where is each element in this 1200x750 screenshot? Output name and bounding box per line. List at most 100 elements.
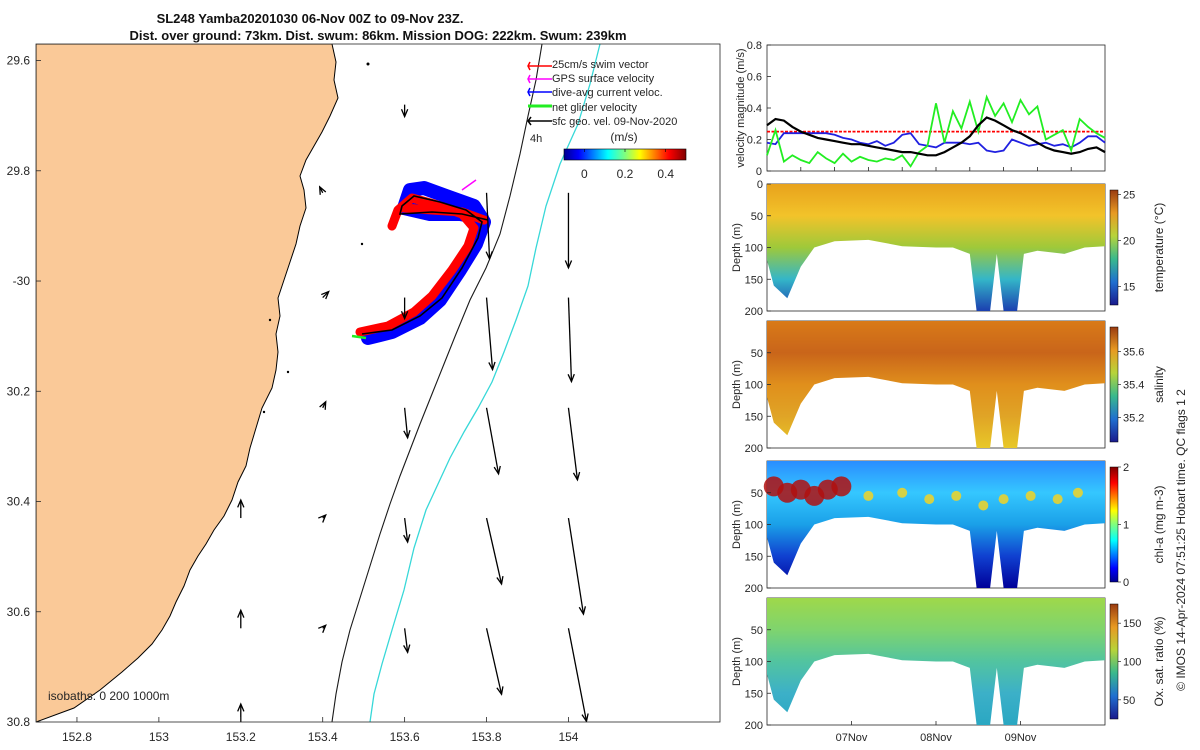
section-y-tick-label: 200 xyxy=(745,443,763,455)
legend-arrowhead xyxy=(527,61,531,71)
section-colorbar-tick-label: 0 xyxy=(1123,577,1129,589)
map-colorbar-label: (m/s) xyxy=(610,130,637,144)
velocity-series-line xyxy=(766,116,1106,157)
section-colorbar-tick-label: 100 xyxy=(1123,657,1141,669)
legend-item-geo: sfc geo. vel. 09-Nov-2020 xyxy=(552,116,677,128)
geo-velocity-arrow xyxy=(567,517,587,616)
geo-velocity-arrow xyxy=(400,297,409,321)
velocity-y-tick-label: 0.4 xyxy=(747,103,762,115)
legend-arrowhead xyxy=(527,74,531,84)
section-y-tick-label: 50 xyxy=(751,625,763,637)
map-y-tick-label: 29.6 xyxy=(7,54,31,68)
geo-velocity-arrow xyxy=(318,185,327,195)
rock-dot xyxy=(262,410,266,414)
section-field xyxy=(767,321,1105,448)
isobaths-label: isobaths: 0 200 1000m xyxy=(48,689,169,703)
map-x-tick-label: 153.4 xyxy=(308,730,338,744)
section-colorbar xyxy=(1109,466,1119,583)
section-y-tick-label: 100 xyxy=(745,380,763,392)
section-y-tick-label: 200 xyxy=(745,720,763,732)
section-colorbar-label: salinity xyxy=(1152,366,1166,403)
track-green-start xyxy=(351,334,367,340)
geo-velocity-arrow xyxy=(485,517,504,586)
section-y-tick-label: 200 xyxy=(745,583,763,595)
land-mass xyxy=(36,44,339,722)
section-colorbar-tick-label: 35.2 xyxy=(1123,412,1144,424)
velocity-frame xyxy=(766,44,1106,172)
section-colorbar xyxy=(1109,603,1119,720)
chl-hotspot xyxy=(1025,490,1036,501)
rock-dot xyxy=(366,62,370,66)
glider-track xyxy=(351,179,491,345)
geo-velocity-arrow xyxy=(321,290,330,300)
legend-time-label: 4h xyxy=(530,133,542,145)
track-map: 25cm/s swim vector GPS surface velocity … xyxy=(7,43,721,744)
section-colorbar xyxy=(1109,189,1119,306)
section-panel: 50 100 150 200 Depth (m) 35.2 35.4 35.6 salinity xyxy=(731,320,1166,455)
legend-arrowhead xyxy=(527,87,531,97)
section-colorbar xyxy=(1109,326,1119,443)
map-x-tick-label: 152.8 xyxy=(62,730,92,744)
map-frame xyxy=(35,43,721,723)
map-y-tick-label: -30 xyxy=(13,274,31,288)
section-x-tick-label: 09Nov xyxy=(1005,732,1037,744)
map-y-tick-label: 30.8 xyxy=(7,715,31,729)
map-x-tick-label: 153.8 xyxy=(472,730,502,744)
chl-hotspot xyxy=(1052,494,1063,505)
section-colorbar-tick-label: 20 xyxy=(1123,236,1135,248)
velocity-series-line xyxy=(766,132,1106,154)
rock-dot xyxy=(268,318,272,322)
cyan-track-line xyxy=(369,44,601,722)
chl-hotspot xyxy=(924,494,935,505)
map-colorbar-tick-label: 0 xyxy=(581,167,588,181)
gps-surface-velocity-vector xyxy=(461,179,477,191)
chl-hotspot xyxy=(998,494,1009,505)
section-x-tick-label: 08Nov xyxy=(920,732,952,744)
map-x-tick-label: 153.2 xyxy=(226,730,256,744)
rock-dot xyxy=(286,370,290,374)
geo-velocity-arrow xyxy=(318,624,327,633)
geo-velocity-arrow xyxy=(567,407,581,482)
section-field xyxy=(767,598,1105,725)
section-colorbar-tick-label: 50 xyxy=(1123,695,1135,707)
geo-velocity-arrow xyxy=(237,608,245,629)
geo-velocity-arrow xyxy=(237,498,245,519)
geo-velocity-arrow xyxy=(403,628,411,654)
section-y-tick-label: 200 xyxy=(745,306,763,318)
chl-hotspot xyxy=(831,476,852,497)
imos-credit: © IMOS 14-Apr-2024 07:51:25 Hobart time.… xyxy=(1174,389,1188,691)
section-y-tick-label: 150 xyxy=(745,551,763,563)
velocity-series-line xyxy=(766,94,1106,168)
legend-item-dive: dive-avg current veloc. xyxy=(552,87,663,99)
velocity-y-tick-label: 0.6 xyxy=(747,72,762,84)
section-y-tick-label: 50 xyxy=(751,211,763,223)
section-x-tick-label: 07Nov xyxy=(836,732,868,744)
chl-hotspot xyxy=(897,487,908,498)
section-colorbar-label: temperature (°C) xyxy=(1152,203,1166,293)
chl-hotspot xyxy=(1072,487,1083,498)
section-y-tick-label: 0 xyxy=(757,179,763,191)
section-panel: 50 100 150 200 Depth (m) 0 1 2 chl-a (mg m-3) xyxy=(731,460,1166,595)
map-y-tick-label: 30.2 xyxy=(7,384,31,398)
geo-velocity-arrow xyxy=(485,192,493,261)
map-x-tick-label: 153 xyxy=(149,730,169,744)
geo-velocity-arrow xyxy=(400,104,409,119)
map-x-tick-label: 154 xyxy=(558,730,578,744)
velocity-y-tick-label: 0.8 xyxy=(747,40,762,52)
geo-velocity-arrow xyxy=(485,628,504,696)
geo-velocity-arrow xyxy=(485,407,501,476)
section-colorbar-tick-label: 35.6 xyxy=(1123,347,1144,359)
map-y-tick-label: 29.8 xyxy=(7,164,31,178)
geo-velocity-vectors xyxy=(237,104,589,722)
geo-velocity-arrow xyxy=(403,407,411,440)
chl-hotspot xyxy=(863,490,874,501)
map-y-tick-label: 30.6 xyxy=(7,605,31,619)
section-ylabel: Depth (m) xyxy=(731,500,743,549)
legend-item-net: net glider velocity xyxy=(552,102,637,114)
section-ylabel: Depth (m) xyxy=(731,360,743,409)
geo-velocity-arrow xyxy=(567,628,589,722)
geo-velocity-arrow xyxy=(403,517,411,544)
section-colorbar-tick-label: 35.4 xyxy=(1123,380,1144,392)
